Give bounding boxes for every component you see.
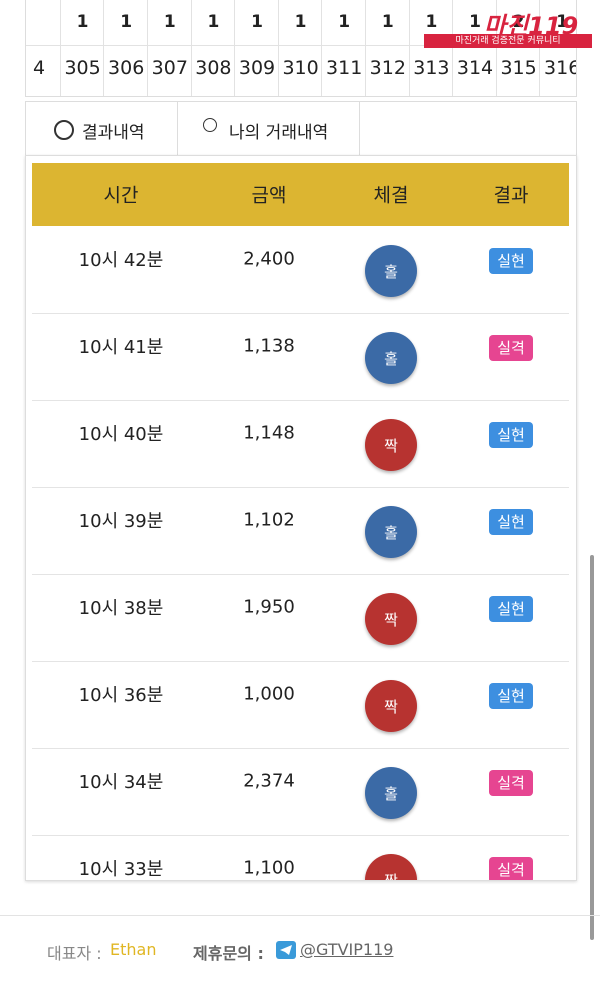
time: 10시 40분 <box>78 424 164 445</box>
tabs: 결과내역 나의 거래내역 <box>25 101 577 156</box>
tab[interactable]: 결과내역 <box>82 123 145 143</box>
round-number: 316 <box>544 57 577 79</box>
round-result: 1 <box>251 12 263 32</box>
footer: 대표자 : Ethan 제휴문의 : @GTVIP119 <box>0 915 600 986</box>
round-number: 313 <box>413 57 450 79</box>
row-divider <box>32 748 569 749</box>
time: 10시 33분 <box>78 859 164 880</box>
round-result: 1 <box>120 12 133 32</box>
round-result: 1 <box>556 12 569 32</box>
time: 10시 38분 <box>78 598 164 619</box>
grid-cell <box>26 0 61 96</box>
amount: 1,102 <box>243 509 295 531</box>
grid-cell <box>61 0 105 96</box>
round-number: 315 <box>500 57 537 79</box>
table-header <box>32 163 569 226</box>
time: 10시 34분 <box>78 772 164 793</box>
result-badge: 실현 <box>489 596 533 622</box>
fill-badge: 짝 <box>365 593 417 645</box>
result-badge: 실현 <box>489 248 533 274</box>
logo-subtitle: 마진거래 검증전문 커뮤니티 <box>424 34 592 48</box>
round-number: 310 <box>282 57 319 79</box>
result-badge: 실격 <box>489 857 533 880</box>
grid-cell <box>104 0 148 96</box>
user-icon <box>203 118 217 132</box>
tab[interactable]: 나의 거래내역 <box>229 123 329 143</box>
grid-cell <box>497 0 541 96</box>
amount: 1,100 <box>243 857 295 879</box>
fill-badge: 홀 <box>365 245 417 297</box>
contact-label: 제휴문의 : <box>193 944 264 963</box>
time: 10시 36분 <box>78 685 164 706</box>
fill-badge: 짝 <box>365 419 417 471</box>
rep-label: 대표자 : <box>47 944 102 963</box>
rep-name: Ethan <box>110 940 157 959</box>
amount: 2,400 <box>243 248 295 270</box>
round-result: 1 <box>76 12 89 32</box>
round-number: 306 <box>108 57 145 79</box>
row-divider <box>32 574 569 575</box>
round-result: 2 <box>512 12 525 32</box>
grid-cell <box>453 0 497 96</box>
grid-cell <box>279 0 323 96</box>
fill-badge: 짝 <box>365 680 417 732</box>
grid-cell <box>410 0 454 96</box>
round-number: 311 <box>326 57 363 79</box>
grid-cell <box>148 0 192 96</box>
round-number: 305 <box>64 57 101 79</box>
row-divider <box>26 45 576 46</box>
row-divider <box>32 487 569 488</box>
row-divider <box>32 661 569 662</box>
amount: 1,138 <box>243 335 295 357</box>
row-divider <box>32 313 569 314</box>
grid-cell <box>366 0 410 96</box>
round-number: 312 <box>369 57 406 79</box>
grid-cell <box>235 0 279 96</box>
grid-cell <box>192 0 236 96</box>
round-number: 307 <box>151 57 188 79</box>
result-badge: 실격 <box>489 770 533 796</box>
amount: 2,374 <box>243 770 295 792</box>
round-result: 1 <box>294 12 307 32</box>
fill-badge: 홀 <box>365 332 417 384</box>
amount: 1,148 <box>243 422 295 444</box>
round-result: 1 <box>381 12 394 32</box>
amount: 1,950 <box>243 596 295 618</box>
amount: 1,000 <box>243 683 295 705</box>
fill-badge: 홀 <box>365 506 417 558</box>
contact-link[interactable]: @GTVIP119 <box>300 940 394 959</box>
logo: 마진119 마진거래 검증전문 커뮤니티 <box>424 6 592 48</box>
scrollbar <box>590 555 594 940</box>
round-result: 1 <box>469 12 481 32</box>
fill-badge: 짝 <box>365 854 417 880</box>
table-header-cell: 금액 <box>251 184 287 207</box>
fill-badge: 홀 <box>365 767 417 819</box>
round-result: 1 <box>338 12 351 32</box>
table-header-cell: 결과 <box>493 184 529 207</box>
table-header-cell: 체결 <box>373 184 409 207</box>
round-result: 1 <box>425 12 438 32</box>
round-number: 308 <box>195 57 232 79</box>
round-number: 4 <box>32 57 46 79</box>
time: 10시 41분 <box>78 337 164 358</box>
round-result: 1 <box>163 12 176 32</box>
history-icon <box>54 120 74 140</box>
result-grid: 4 305 306 307 308 309 310 311 312 313 314 315 316 1 1 1… <box>25 0 577 97</box>
result-badge: 실현 <box>489 509 533 535</box>
result-badge: 실격 <box>489 335 533 361</box>
telegram-icon <box>276 941 296 959</box>
row-divider <box>32 835 569 836</box>
time: 10시 39분 <box>78 511 164 532</box>
round-number: 314 <box>456 57 494 79</box>
round-result: 1 <box>207 12 220 32</box>
round-number: 309 <box>238 57 276 79</box>
grid-cell <box>322 0 366 96</box>
result-badge: 실현 <box>489 683 533 709</box>
time: 10시 42분 <box>78 250 164 271</box>
table-header-cell: 시간 <box>103 184 139 207</box>
result-badge: 실현 <box>489 422 533 448</box>
trade-table: 시간 금액 체결 결과 10시 42분 2,400 홀 실현 10시 41분 1,138 홀 실격 10… <box>25 155 577 881</box>
row-divider <box>32 400 569 401</box>
